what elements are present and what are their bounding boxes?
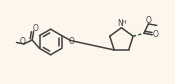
Text: O: O — [20, 37, 26, 46]
Text: N: N — [117, 19, 123, 28]
Text: O: O — [145, 16, 151, 25]
Text: H: H — [121, 20, 126, 25]
Text: O: O — [69, 37, 75, 47]
Text: O: O — [32, 24, 38, 33]
Text: O: O — [152, 30, 158, 39]
